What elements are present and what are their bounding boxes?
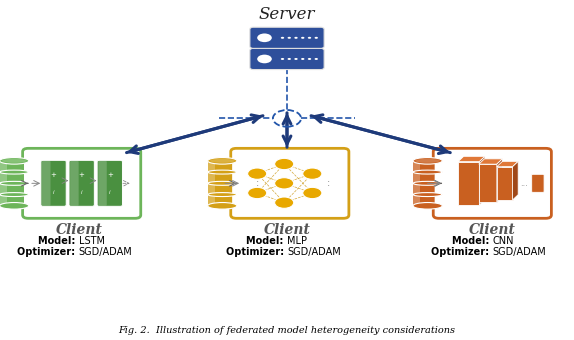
Circle shape — [308, 37, 311, 39]
Ellipse shape — [208, 170, 237, 174]
Text: i: i — [81, 190, 83, 195]
FancyBboxPatch shape — [97, 160, 122, 206]
Circle shape — [257, 33, 272, 42]
Circle shape — [294, 58, 298, 60]
Ellipse shape — [0, 203, 29, 209]
Circle shape — [294, 37, 298, 39]
Text: SGD/ADAM: SGD/ADAM — [287, 247, 341, 257]
Circle shape — [315, 37, 318, 39]
Text: i: i — [53, 190, 55, 195]
Ellipse shape — [413, 170, 442, 174]
Ellipse shape — [415, 159, 440, 163]
Circle shape — [281, 58, 284, 60]
Polygon shape — [513, 162, 518, 200]
Text: Client: Client — [469, 223, 516, 237]
Text: :: : — [327, 178, 329, 188]
Circle shape — [302, 168, 322, 179]
Bar — [208, 161, 237, 206]
Polygon shape — [458, 162, 479, 205]
Circle shape — [315, 58, 318, 60]
Circle shape — [281, 37, 284, 39]
Circle shape — [247, 168, 267, 179]
Bar — [208, 161, 215, 206]
FancyBboxPatch shape — [433, 148, 552, 218]
FancyBboxPatch shape — [98, 161, 107, 206]
Ellipse shape — [0, 181, 29, 185]
Bar — [0, 161, 29, 206]
Text: SGD/ADAM: SGD/ADAM — [79, 247, 133, 257]
Circle shape — [257, 55, 272, 63]
Text: Client: Client — [263, 223, 311, 237]
Ellipse shape — [413, 181, 442, 185]
Text: Fig. 2.  Illustration of federated model heterogeneity considerations: Fig. 2. Illustration of federated model … — [118, 326, 456, 335]
Text: +: + — [51, 172, 56, 178]
Text: Model:: Model: — [38, 236, 79, 246]
Circle shape — [274, 197, 294, 208]
Ellipse shape — [413, 192, 442, 197]
FancyBboxPatch shape — [250, 27, 324, 48]
Text: SGD/ADAM: SGD/ADAM — [492, 247, 546, 257]
Ellipse shape — [2, 159, 26, 163]
Circle shape — [301, 37, 304, 39]
Circle shape — [247, 187, 267, 199]
Ellipse shape — [208, 192, 237, 197]
Polygon shape — [497, 167, 513, 200]
Ellipse shape — [208, 203, 237, 209]
Text: i: i — [109, 190, 111, 195]
Bar — [413, 161, 420, 206]
Polygon shape — [458, 156, 485, 162]
Text: Server: Server — [259, 6, 315, 23]
Polygon shape — [479, 164, 497, 203]
Text: Model:: Model: — [246, 236, 287, 246]
FancyBboxPatch shape — [42, 161, 51, 206]
Text: +: + — [107, 172, 113, 178]
Text: Optimizer:: Optimizer: — [17, 247, 79, 257]
FancyBboxPatch shape — [250, 48, 324, 70]
Text: ...: ... — [520, 179, 528, 188]
FancyBboxPatch shape — [41, 160, 66, 206]
Ellipse shape — [0, 157, 29, 164]
FancyBboxPatch shape — [231, 148, 349, 218]
FancyBboxPatch shape — [69, 160, 94, 206]
Circle shape — [274, 158, 294, 170]
Ellipse shape — [210, 159, 235, 163]
Text: Optimizer:: Optimizer: — [431, 247, 492, 257]
Ellipse shape — [208, 181, 237, 185]
Text: +: + — [79, 172, 84, 178]
Polygon shape — [479, 156, 485, 205]
FancyBboxPatch shape — [532, 174, 544, 192]
Text: MLP: MLP — [287, 236, 307, 246]
FancyBboxPatch shape — [70, 161, 79, 206]
Text: Client: Client — [56, 223, 102, 237]
Circle shape — [302, 187, 322, 199]
Circle shape — [301, 58, 304, 60]
Ellipse shape — [413, 157, 442, 164]
Bar — [0, 161, 7, 206]
Text: Optimizer:: Optimizer: — [226, 247, 287, 257]
Text: CNN: CNN — [492, 236, 514, 246]
Ellipse shape — [0, 170, 29, 174]
Text: LSTM: LSTM — [79, 236, 105, 246]
Polygon shape — [479, 159, 502, 164]
Circle shape — [274, 178, 294, 189]
Circle shape — [288, 37, 291, 39]
Bar — [413, 161, 442, 206]
Polygon shape — [497, 159, 502, 203]
Circle shape — [308, 58, 311, 60]
Ellipse shape — [208, 157, 237, 164]
Polygon shape — [497, 162, 518, 167]
Text: Model:: Model: — [452, 236, 492, 246]
FancyBboxPatch shape — [22, 148, 141, 218]
Text: :: : — [255, 178, 259, 188]
Ellipse shape — [0, 192, 29, 197]
Circle shape — [288, 58, 291, 60]
Ellipse shape — [413, 203, 442, 209]
